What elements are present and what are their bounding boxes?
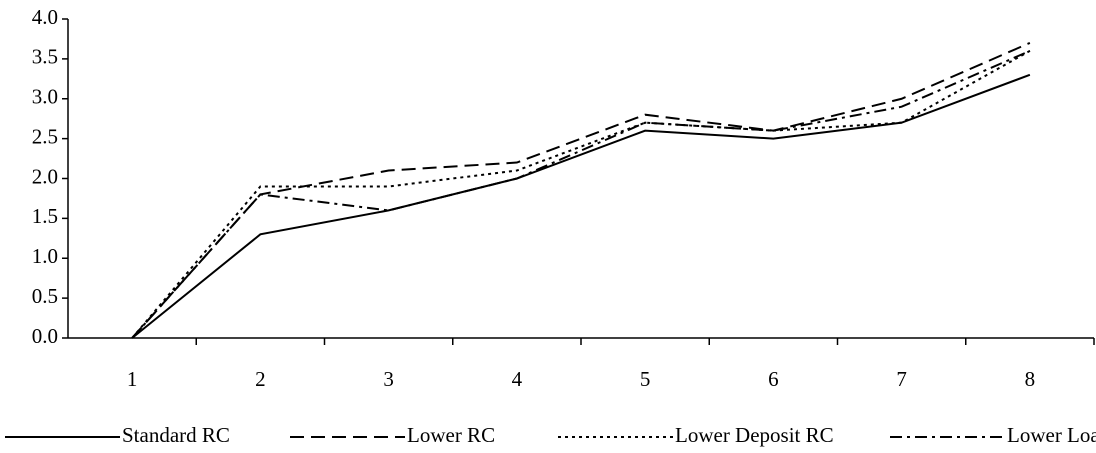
x-tick-label: 6 [768,367,779,391]
legend-label: Standard RC [122,423,230,447]
x-tick-label: 2 [255,367,266,391]
x-tick-label: 5 [640,367,651,391]
y-tick-label: 2.5 [32,124,58,148]
y-tick-label: 0.0 [32,324,58,348]
series-line [131,49,1031,339]
legend-label: Lower RC [407,423,495,447]
x-tick-label: 1 [127,367,138,391]
y-tick-label: 0.5 [32,284,58,308]
y-tick-label: 1.5 [32,204,58,228]
series-line [131,42,1031,339]
y-tick-label: 2.0 [32,164,58,188]
series-line [131,73,1031,339]
x-tick-label: 3 [383,367,394,391]
x-tick-label: 7 [896,367,907,391]
y-tick-label: 3.5 [32,45,58,69]
x-tick-label: 8 [1025,367,1036,391]
series-line [131,50,1031,339]
x-tick-label: 4 [512,367,523,391]
y-tick-label: 4.0 [32,5,58,29]
y-tick-label: 1.0 [32,244,58,268]
legend-label: Lower Loan RC [1007,423,1096,447]
legend-label: Lower Deposit RC [675,423,834,447]
y-tick-label: 3.0 [32,85,58,109]
